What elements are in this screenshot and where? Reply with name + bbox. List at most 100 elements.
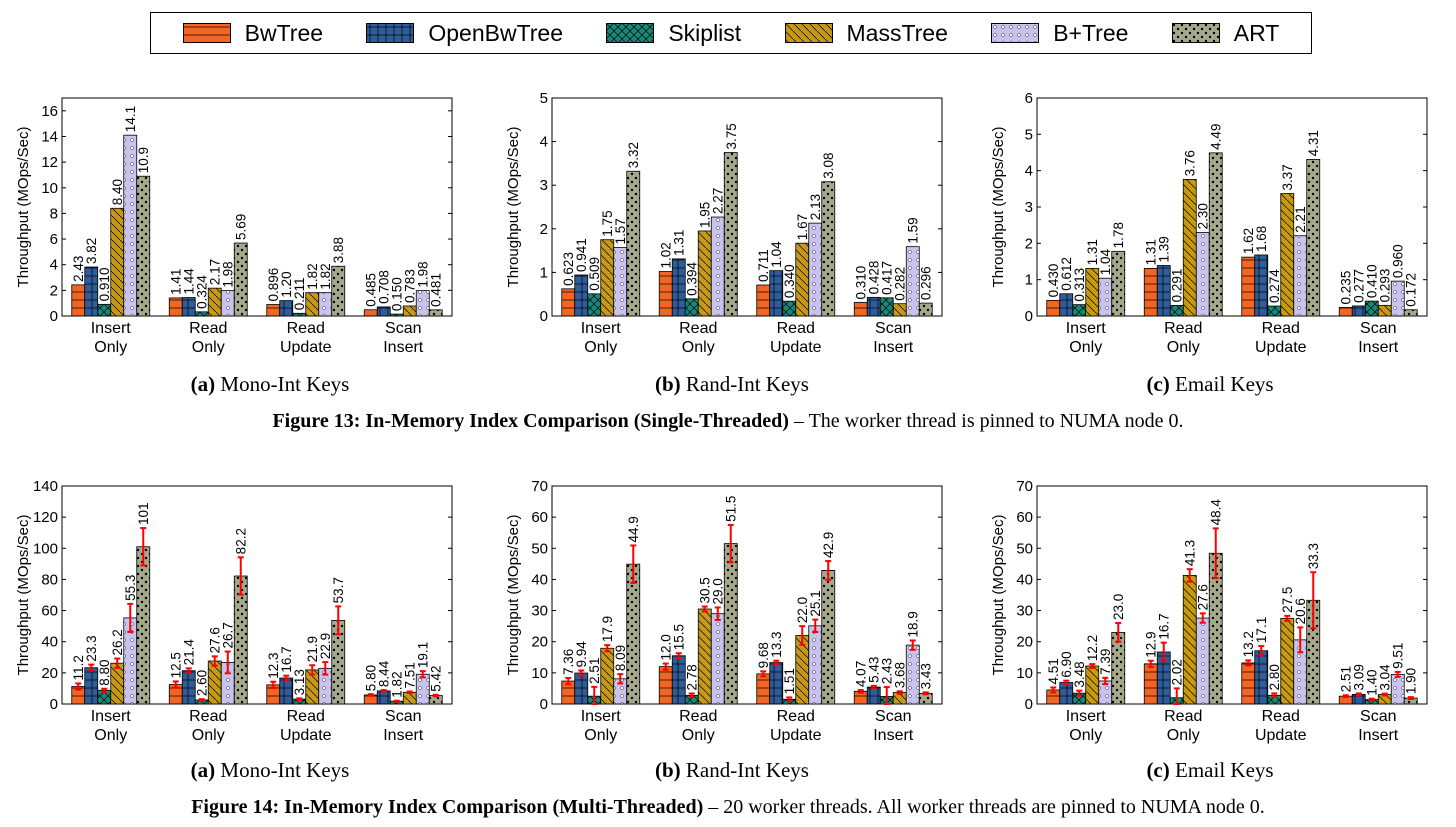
chart-14c: 0 10 20 30 40 50 60 70 Throughput (MOps/Sec) 4.51… xyxy=(975,468,1445,753)
x-tick-label: Only xyxy=(1069,727,1102,744)
bar xyxy=(600,239,615,317)
subcaption-13a: (a) Mono-Int Keys xyxy=(190,372,350,396)
bar xyxy=(376,690,391,705)
bar xyxy=(266,304,281,317)
bar xyxy=(428,309,443,317)
data-label: 0.394 xyxy=(685,262,700,296)
bar xyxy=(866,296,881,317)
bar xyxy=(376,306,391,317)
bar xyxy=(136,546,151,705)
data-label: 9.51 xyxy=(1391,643,1406,669)
bar xyxy=(795,242,810,317)
data-label: 1.68 xyxy=(1254,226,1269,252)
data-label: 20.6 xyxy=(1293,598,1308,624)
data-label: 1.78 xyxy=(1111,222,1126,248)
data-label: 0.430 xyxy=(1046,264,1061,298)
bar xyxy=(626,563,641,705)
bar xyxy=(723,152,738,317)
y-tick-label: 2 xyxy=(540,221,548,238)
y-tick-label: 0 xyxy=(540,696,548,713)
data-label: 22.9 xyxy=(318,633,333,659)
data-label: 0.310 xyxy=(854,266,869,300)
y-tick-label: 6 xyxy=(1025,90,1033,107)
data-label: 1.39 xyxy=(1157,236,1172,262)
x-tick-label: Only xyxy=(682,339,715,356)
x-tick-label: Read xyxy=(679,320,717,337)
y-tick-label: 0 xyxy=(50,308,58,325)
data-label: 22.0 xyxy=(795,597,810,623)
data-label: 48.4 xyxy=(1209,499,1224,526)
data-label: 55.3 xyxy=(123,575,138,601)
data-label: 2.02 xyxy=(1170,659,1185,685)
x-tick-label: Only xyxy=(584,727,617,744)
x-tick-label: Read xyxy=(777,708,815,725)
data-label: 2.78 xyxy=(685,664,700,690)
data-label: 1.98 xyxy=(221,261,236,287)
y-tick-label: 1 xyxy=(540,264,548,281)
data-label: 0.711 xyxy=(756,249,771,282)
bar xyxy=(821,181,836,317)
bar xyxy=(756,673,771,705)
bar xyxy=(402,305,417,317)
data-label: 0.941 xyxy=(574,238,589,272)
data-label: 2.43 xyxy=(71,256,86,282)
data-label: 0.324 xyxy=(195,275,210,309)
bar xyxy=(1098,277,1113,317)
y-tick-label: 0 xyxy=(1025,696,1033,713)
y-tick-label: 2 xyxy=(50,282,58,299)
y-tick-label: 80 xyxy=(41,571,58,588)
legend-swatch xyxy=(182,23,231,43)
x-tick-label: Read xyxy=(1164,708,1202,725)
data-label: 17.1 xyxy=(1254,617,1269,643)
x-tick-label: Read xyxy=(777,320,815,337)
bar xyxy=(561,288,576,317)
figure-13-caption: Figure 13: In-Memory Index Comparison (S… xyxy=(272,410,1184,432)
y-tick-label: 12 xyxy=(41,154,58,171)
data-label: 42.9 xyxy=(821,532,836,558)
data-label: 8.09 xyxy=(613,645,628,671)
x-tick-label: Update xyxy=(770,339,822,356)
x-tick-label: Read xyxy=(287,320,325,337)
data-label: 5.80 xyxy=(364,665,379,691)
y-tick-label: 4 xyxy=(540,134,548,151)
subcaption-14a: (a) Mono-Int Keys xyxy=(190,758,350,782)
x-tick-label: Scan xyxy=(385,708,421,725)
bar xyxy=(626,170,641,317)
x-tick-label: Read xyxy=(287,708,325,725)
chart-13a: 0 2 4 6 8 10 12 14 16 Throughput (MOps/Sec) 2.43 3.… xyxy=(0,80,470,365)
bar xyxy=(658,666,673,705)
bar xyxy=(821,569,836,705)
data-label: 3.75 xyxy=(724,123,739,149)
data-label: 33.3 xyxy=(1306,543,1321,569)
bar xyxy=(318,292,333,317)
x-tick-label: Read xyxy=(189,320,227,337)
y-tick-label: 50 xyxy=(531,540,548,557)
data-label: 44.9 xyxy=(626,516,641,542)
x-tick-label: Insert xyxy=(873,727,914,744)
chart-14a: 0 20 40 60 80 100 120 140 Throughput (MOps/Sec) 1… xyxy=(0,468,470,753)
bar xyxy=(1182,574,1197,705)
bar xyxy=(207,660,222,705)
data-label: 26.2 xyxy=(110,629,125,655)
bar xyxy=(671,258,686,317)
data-label: 0.172 xyxy=(1404,273,1419,307)
bar-chart-svg: 0 20 40 60 80 100 120 140 Throughput (MOps/Sec) 1… xyxy=(15,478,453,744)
data-label: 1.90 xyxy=(1404,668,1419,694)
data-label: 3.32 xyxy=(626,142,641,168)
data-label: 1.02 xyxy=(659,242,674,268)
y-tick-label: 3 xyxy=(540,177,548,194)
legend-swatch xyxy=(606,23,655,43)
data-label: 2.51 xyxy=(1339,666,1354,692)
data-label: 6.90 xyxy=(1059,651,1074,677)
data-label: 2.27 xyxy=(711,188,726,214)
data-label: 1.67 xyxy=(795,214,810,240)
plot-frame xyxy=(1036,485,1428,705)
bar xyxy=(853,302,868,317)
data-label: 1.31 xyxy=(1085,239,1100,265)
data-label: 0.612 xyxy=(1059,257,1074,291)
data-label: 1.95 xyxy=(698,202,713,228)
data-label: 23.3 xyxy=(84,635,99,661)
bar xyxy=(574,672,589,705)
data-label: 1.04 xyxy=(1098,248,1113,275)
